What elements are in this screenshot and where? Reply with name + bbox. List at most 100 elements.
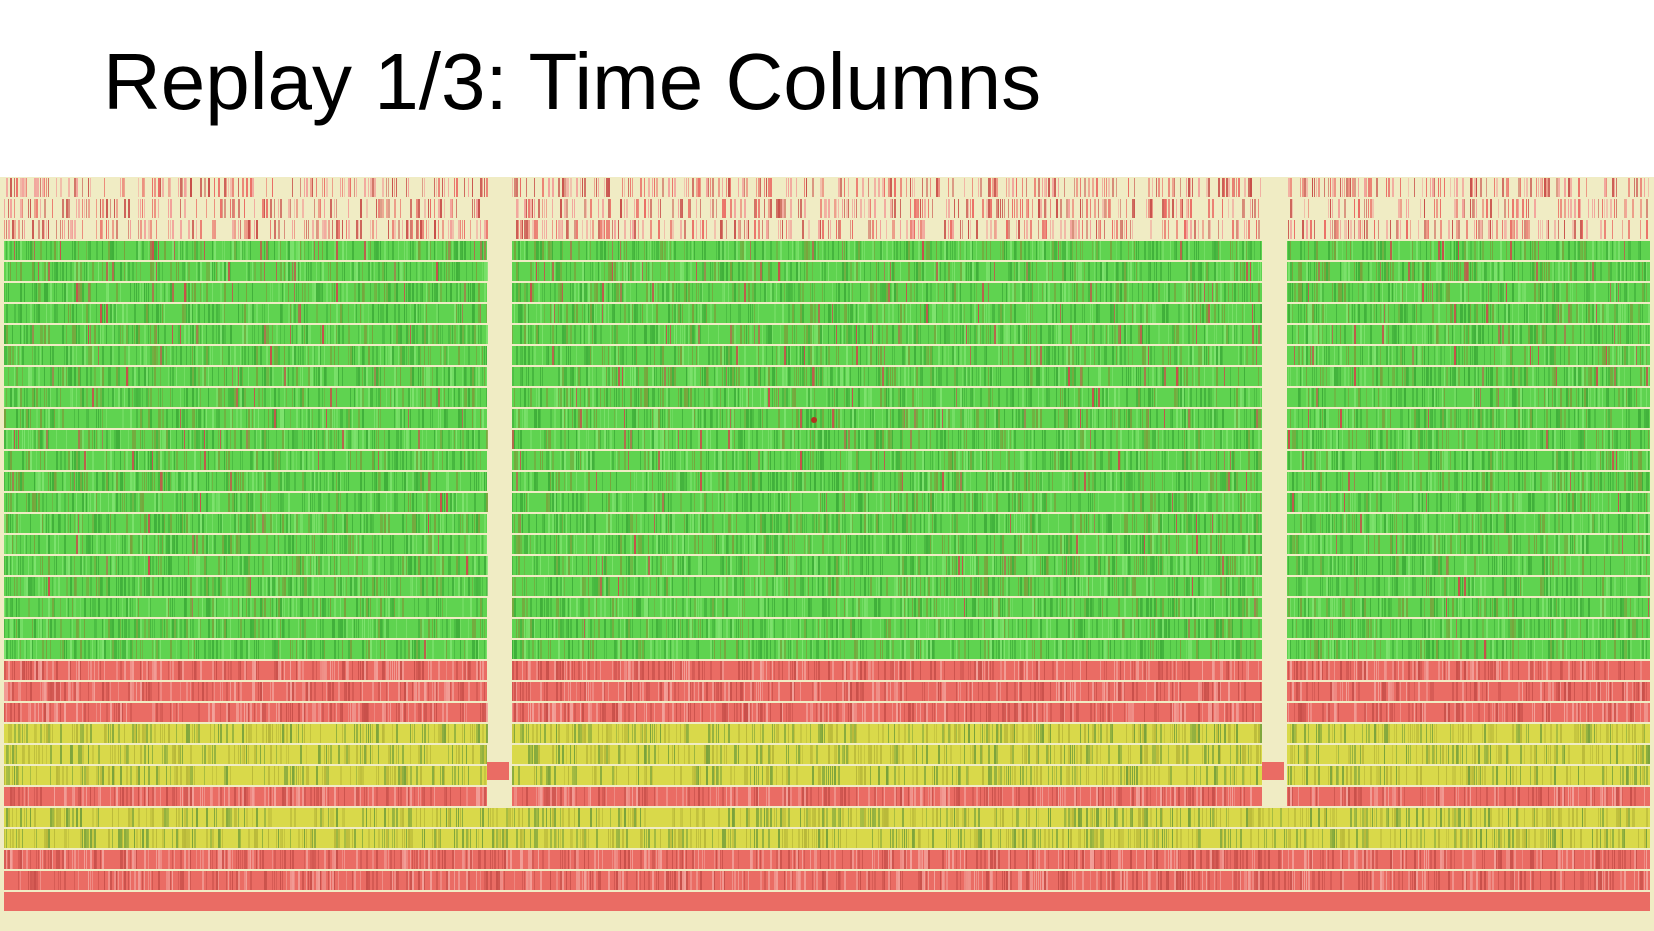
- time-column-mark: [1352, 325, 1354, 344]
- time-column-mark: [850, 304, 852, 323]
- time-column-mark: [358, 220, 359, 239]
- row-segment: [4, 367, 487, 386]
- time-column-mark: [140, 346, 141, 365]
- time-column-mark: [600, 409, 601, 428]
- time-column-mark: [608, 409, 609, 428]
- time-column-mark: [458, 388, 460, 407]
- time-column-mark: [404, 409, 405, 428]
- time-column-mark: [1182, 283, 1184, 302]
- time-column-mark: [26, 409, 28, 428]
- time-column-mark: [600, 241, 602, 260]
- time-column-mark: [24, 388, 25, 407]
- time-column-mark: [952, 241, 953, 260]
- time-column-mark: [642, 220, 644, 239]
- time-column-mark: [1576, 262, 1577, 281]
- time-column-mark: [582, 409, 583, 428]
- time-column-mark: [1402, 304, 1403, 323]
- time-column-mark: [978, 367, 979, 386]
- time-column-mark: [330, 283, 331, 302]
- time-column-mark: [432, 325, 434, 344]
- time-column-mark: [340, 409, 342, 428]
- time-column-mark: [242, 304, 243, 323]
- time-column-mark: [736, 367, 737, 386]
- time-column-mark: [634, 304, 636, 323]
- time-column-mark: [740, 325, 742, 344]
- time-column-mark: [1204, 325, 1205, 344]
- time-column-mark: [20, 199, 22, 218]
- time-column-mark: [552, 262, 554, 281]
- time-column-mark: [644, 367, 646, 386]
- time-column-mark: [888, 388, 889, 407]
- time-column-mark: [160, 178, 161, 197]
- time-column-mark: [864, 304, 866, 323]
- time-column-mark: [1392, 283, 1393, 302]
- time-column-mark: [954, 199, 955, 218]
- time-column-mark: [668, 325, 669, 344]
- time-column-mark: [850, 283, 851, 302]
- time-column-mark: [1026, 199, 1028, 218]
- time-column-mark: [698, 346, 699, 365]
- time-column-mark: [1110, 304, 1112, 323]
- time-column-mark: [800, 409, 802, 428]
- time-column-mark: [104, 178, 105, 197]
- time-column-mark: [74, 283, 76, 302]
- time-column-mark: [574, 304, 575, 323]
- time-column-mark: [1042, 283, 1043, 302]
- time-column-mark: [1384, 325, 1386, 344]
- time-column-mark: [1004, 241, 1005, 260]
- time-column-mark: [886, 367, 888, 386]
- time-column-mark: [1574, 367, 1576, 386]
- time-column-mark: [388, 220, 389, 239]
- time-column-mark: [1646, 325, 1647, 344]
- time-column-mark: [910, 220, 912, 239]
- time-column-mark: [280, 409, 282, 428]
- time-column-mark: [1116, 304, 1118, 323]
- time-column-mark: [208, 346, 209, 365]
- time-column-mark: [1422, 178, 1423, 197]
- time-column-mark: [1582, 388, 1583, 407]
- time-column-mark: [1108, 388, 1109, 407]
- time-column-mark: [1466, 220, 1468, 239]
- time-column-mark: [1636, 346, 1637, 365]
- time-column-mark: [438, 388, 440, 407]
- time-column-mark: [368, 346, 370, 365]
- time-column-mark: [20, 262, 22, 281]
- time-column-mark: [596, 241, 598, 260]
- time-column-mark: [270, 388, 271, 407]
- time-column-mark: [34, 388, 35, 407]
- time-column-mark: [1090, 304, 1091, 323]
- time-column-mark: [300, 367, 301, 386]
- time-column-mark: [1530, 178, 1532, 197]
- time-column-mark: [1192, 346, 1194, 365]
- time-column-mark: [432, 409, 433, 428]
- time-column-mark: [274, 409, 276, 428]
- time-column-mark: [176, 346, 177, 365]
- time-column-mark: [840, 220, 841, 239]
- time-column-mark: [1644, 262, 1646, 281]
- time-column-mark: [360, 325, 361, 344]
- time-column-mark: [664, 409, 665, 428]
- time-column-mark: [148, 409, 150, 428]
- time-column-mark: [810, 409, 812, 428]
- time-column-mark: [462, 241, 463, 260]
- time-column-mark: [1380, 241, 1382, 260]
- time-column-mark: [1152, 367, 1154, 386]
- time-column-mark: [930, 367, 932, 386]
- time-column-mark: [18, 388, 20, 407]
- time-column-mark: [1456, 262, 1458, 281]
- time-column-mark: [578, 367, 580, 386]
- time-column-mark: [908, 346, 910, 365]
- time-column-mark: [136, 409, 138, 428]
- time-column-mark: [932, 304, 934, 323]
- time-column-mark: [1214, 304, 1216, 323]
- time-column-mark: [318, 283, 320, 302]
- time-column-mark: [756, 199, 757, 218]
- time-column-mark: [1382, 283, 1383, 302]
- time-column-mark: [1024, 283, 1025, 302]
- time-column-mark: [56, 178, 57, 197]
- time-column-mark: [744, 241, 746, 260]
- time-column-mark: [254, 262, 256, 281]
- time-column-mark: [40, 262, 42, 281]
- time-column-mark: [266, 346, 268, 365]
- time-column-mark: [1076, 178, 1078, 197]
